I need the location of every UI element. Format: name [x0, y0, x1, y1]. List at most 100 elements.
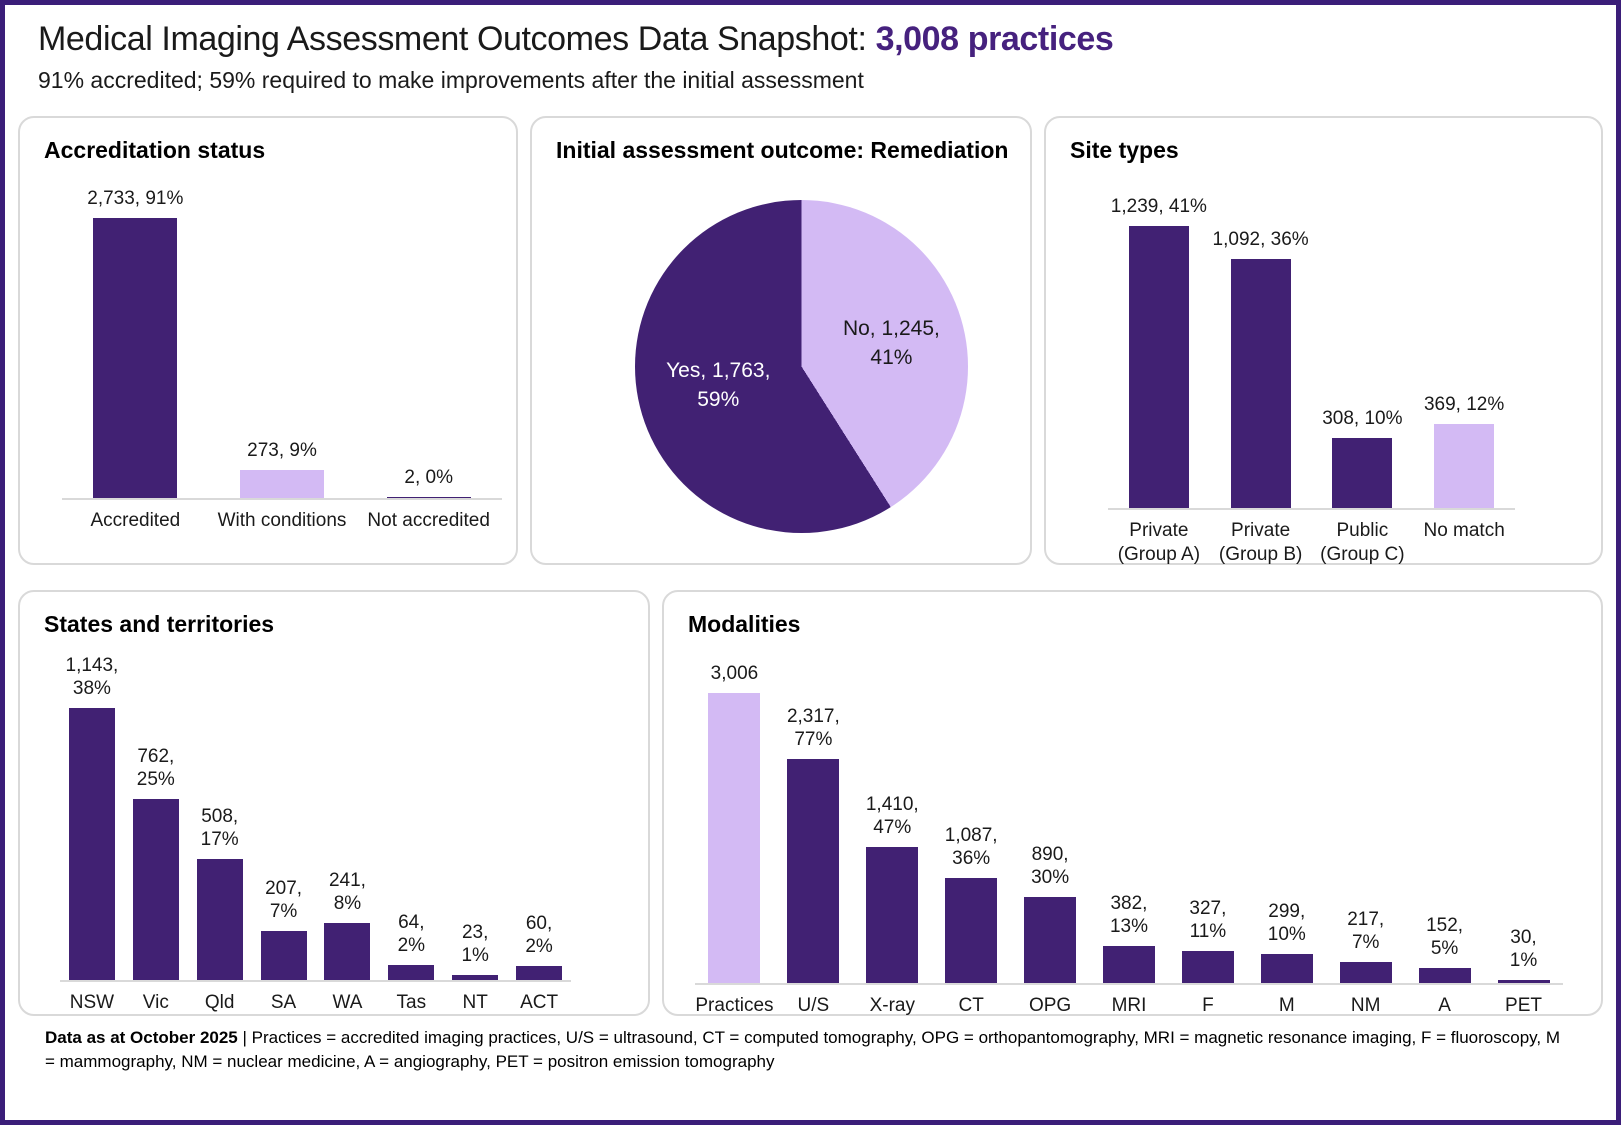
page-title-accent: 3,008 practices: [875, 20, 1114, 58]
bar-value-label-nm: 217, 7%: [1347, 909, 1385, 953]
bar-value-label-wa: 241, 8%: [328, 870, 366, 914]
bar-column-f: 327, 11%: [1168, 897, 1247, 983]
panel-modalities: Modalities 3,006 2,317, 77% 1,410, 47% 1,087,…: [662, 590, 1603, 1016]
footnote-date: Data as at October 2025: [45, 1028, 238, 1047]
category-label-opg: OPG: [1028, 995, 1072, 1016]
bar-act: [516, 966, 563, 980]
category-label-u-s: U/S: [797, 995, 830, 1016]
bar-value-label-not-accredited: 2, 0%: [404, 467, 453, 488]
bar-x-ray: [866, 847, 919, 983]
category-label-nt: NT: [462, 992, 488, 1013]
bar-private: [1230, 259, 1291, 508]
bar-value-label-private: 1,092, 36%: [1212, 229, 1309, 250]
category-label-public: Public (Group C): [1320, 520, 1405, 565]
bar-column-nt: 23, 1%: [443, 921, 507, 980]
bar-tas: [388, 965, 435, 980]
bar-value-label-m: 299, 10%: [1267, 901, 1306, 945]
category-label-x-ray: X-ray: [869, 995, 915, 1016]
bar-column-sa: 207, 7%: [252, 877, 316, 980]
bar-value-label-public: 308, 10%: [1322, 408, 1403, 429]
pie-label-no-line1: No, 1,245,: [842, 317, 940, 341]
bar-ct: [945, 878, 998, 983]
category-label-with-conditions: With conditions: [217, 510, 347, 531]
bar-no-match: [1434, 424, 1495, 508]
bar-column-practices: 3,006: [695, 662, 774, 983]
page-title-main: Medical Imaging Assessment Outcomes Data…: [38, 20, 867, 58]
panel-accreditation-status: Accreditation status 2,733, 91% 273, 9% 2,…: [18, 116, 518, 565]
top-row: Accreditation status 2,733, 91% 273, 9% 2,…: [18, 116, 1603, 565]
bar-column-mri: 382, 13%: [1090, 892, 1169, 983]
bar-column-pet: 30, 1%: [1484, 926, 1563, 983]
pie-label-no-line2: 41%: [870, 346, 913, 370]
bottom-row: States and territories 1,143, 38% 762, 25% 5…: [18, 590, 1603, 1016]
footnote-legend: | Practices = accredited imaging practic…: [45, 1028, 1561, 1071]
bar-column-ct: 1,087, 36%: [932, 824, 1011, 983]
modalities-bar-chart: 3,006 2,317, 77% 1,410, 47% 1,087, 36% 890, 30% 3…: [695, 646, 1563, 1018]
accreditation-plot-area: 2,733, 91% 273, 9% 2, 0%: [62, 174, 502, 500]
bar-value-label-opg: 890, 30%: [1031, 844, 1070, 888]
bar-vic: [132, 799, 179, 980]
panel-states-territories: States and territories 1,143, 38% 762, 25% 5…: [18, 590, 650, 1016]
panel-title-accreditation: Accreditation status: [44, 137, 266, 163]
bar-value-label-f: 327, 11%: [1189, 898, 1227, 942]
bar-value-label-act: 60, 2%: [525, 913, 553, 957]
bar-mri: [1102, 946, 1155, 983]
bar-not-accredited: [386, 497, 471, 498]
bar-value-label-private: 1,239, 41%: [1110, 196, 1207, 217]
category-label-vic: Vic: [142, 992, 169, 1013]
bar-column-nm: 217, 7%: [1326, 908, 1405, 983]
category-label-sa: SA: [270, 992, 297, 1013]
bar-value-label-qld: 508, 17%: [200, 806, 239, 850]
bar-value-label-no-match: 369, 12%: [1423, 394, 1505, 415]
site-types-bar-chart: 1,239, 41% 1,092, 36% 308, 10% 369, 12% Pri…: [1108, 174, 1515, 567]
bar-value-label-u-s: 2,317, 77%: [786, 706, 840, 750]
pie-label-yes-line2: 59%: [697, 387, 740, 411]
page-subtitle: 91% accredited; 59% required to make imp…: [38, 67, 864, 93]
pie-slice-label-yes: Yes, 1,763, 59%: [666, 356, 770, 414]
bar-value-label-nsw: 1,143, 38%: [65, 655, 119, 699]
bar-private: [1128, 226, 1189, 508]
bar-nt: [452, 975, 499, 980]
header: Medical Imaging Assessment Outcomes Data…: [5, 5, 1616, 93]
states-plot-area: 1,143, 38% 762, 25% 508, 17% 207, 7% 241, 8% 64, 2%…: [60, 644, 571, 982]
footnote: Data as at October 2025 | Practices = ac…: [5, 1026, 1616, 1074]
states-category-axis: NSW Vic Qld SA WA Tas NT ACT: [60, 982, 571, 1015]
bar-nsw: [68, 708, 115, 980]
bar-column-private: 1,092, 36%: [1210, 228, 1312, 508]
site-types-category-axis: Private (Group A) Private (Group B) Public (G…: [1108, 510, 1515, 567]
bar-m: [1260, 954, 1313, 983]
bar-column-a: 152, 5%: [1405, 914, 1484, 983]
bar-column-not-accredited: 2, 0%: [355, 466, 502, 498]
category-label-a: A: [1438, 995, 1451, 1016]
bar-column-tas: 64, 2%: [379, 911, 443, 980]
bar-value-label-a: 152, 5%: [1426, 915, 1464, 959]
category-label-no-match: No match: [1423, 520, 1505, 541]
bar-column-vic: 762, 25%: [124, 745, 188, 980]
bar-value-label-mri: 382, 13%: [1109, 893, 1148, 937]
panel-title-site-types: Site types: [1070, 137, 1179, 163]
bar-column-qld: 508, 17%: [188, 805, 252, 980]
bar-qld: [196, 859, 243, 980]
bar-column-public: 308, 10%: [1312, 407, 1414, 508]
bar-value-label-sa: 207, 7%: [265, 878, 303, 922]
category-label-m: M: [1278, 995, 1295, 1016]
panel-remediation-outcome: Initial assessment outcome: Remediation …: [530, 116, 1032, 565]
panel-title-remediation: Initial assessment outcome: Remediation: [556, 137, 1009, 163]
category-label-ct: CT: [958, 995, 984, 1016]
pie-label-yes-line1: Yes, 1,763,: [666, 358, 771, 382]
bar-f: [1181, 951, 1234, 983]
accreditation-category-axis: Accredited With conditions Not accredited: [62, 500, 502, 533]
bar-value-label-accredited: 2,733, 91%: [87, 188, 184, 209]
bar-value-label-vic: 762, 25%: [136, 746, 175, 790]
bar-value-label-practices: 3,006: [710, 663, 759, 684]
bar-value-label-nt: 23, 1%: [461, 922, 489, 966]
category-label-qld: Qld: [204, 992, 235, 1013]
modalities-plot-area: 3,006 2,317, 77% 1,410, 47% 1,087, 36% 890, 30% 3…: [695, 646, 1563, 985]
category-label-act: ACT: [520, 992, 559, 1013]
bar-accredited: [93, 218, 178, 498]
bar-u-s: [787, 759, 840, 983]
category-label-practices: Practices: [695, 995, 774, 1016]
remediation-pie-chart: [635, 200, 968, 533]
bar-with-conditions: [240, 470, 324, 498]
bar-practices: [708, 693, 761, 983]
